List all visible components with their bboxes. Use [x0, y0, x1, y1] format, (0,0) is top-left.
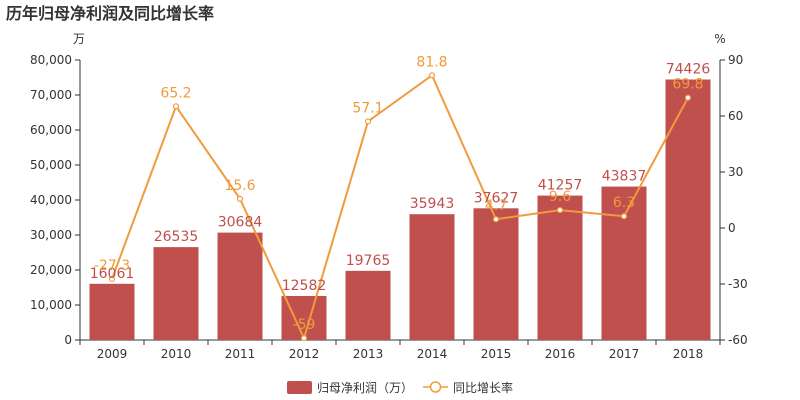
line-value-label: -27.3 — [94, 258, 130, 274]
axes: 0 10,000 20,000 30,000 40,000 50,000 60,000 70,… — [30, 53, 748, 361]
y-left-tick-label: 40,000 — [30, 193, 72, 207]
y-left-tick-label: 10,000 — [30, 298, 72, 312]
bar-value-label: 74426 — [666, 62, 711, 78]
line-point — [556, 206, 564, 214]
y-right-tick-label: -60 — [728, 333, 748, 347]
x-tick-label: 2011 — [225, 347, 256, 361]
legend-bar-label: 归母净利润（万） — [317, 381, 413, 395]
y-left-tick-label: 0 — [64, 333, 72, 347]
line-value-label: 81.8 — [416, 54, 447, 70]
x-tick-label: 2015 — [481, 347, 512, 361]
line-point — [172, 103, 180, 110]
x-tick-label: 2018 — [673, 347, 704, 361]
bar-series — [89, 79, 711, 340]
y-left-tick-label: 80,000 — [30, 53, 72, 67]
bar-value-label: 35943 — [410, 196, 455, 212]
legend-line-label: 同比增长率 — [453, 380, 513, 395]
line-point — [492, 216, 500, 223]
line-point — [236, 195, 244, 202]
legend-bar-swatch — [287, 381, 312, 394]
x-tick-label: 2017 — [609, 347, 640, 361]
line-point — [108, 275, 116, 283]
line-value-label: 15.6 — [224, 178, 255, 194]
y-right-tick-label: -30 — [728, 277, 748, 291]
line-point — [428, 72, 436, 79]
chart-title: 历年归母净利润及同比增长率 — [6, 4, 214, 23]
growth-line — [111, 73, 689, 341]
y-right-unit: % — [714, 32, 725, 46]
y-left-tick-label: 70,000 — [30, 88, 72, 102]
bar — [601, 186, 647, 340]
y-left-tick-label: 30,000 — [30, 228, 72, 242]
bar — [473, 208, 519, 340]
x-tick-label: 2012 — [289, 347, 320, 361]
bar-value-label: 37627 — [474, 190, 519, 206]
y-left-tick-label: 60,000 — [30, 123, 72, 137]
y-right-tick-label: 0 — [728, 221, 736, 235]
line-point — [300, 335, 308, 342]
bar — [153, 247, 199, 340]
bar-value-label: 16061 — [90, 266, 135, 282]
x-tick-label: 2016 — [545, 347, 576, 361]
bar — [89, 283, 135, 340]
bar-value-label: 26535 — [154, 229, 199, 245]
line-series — [108, 72, 692, 342]
line-value-label: 69.8 — [672, 77, 703, 93]
line-point — [684, 94, 692, 101]
y-left-unit: 万 — [73, 32, 85, 46]
bar-value-label: 19765 — [346, 253, 391, 269]
bar — [537, 195, 583, 340]
legend-line-marker — [429, 381, 442, 393]
y-right-tick-label: 30 — [728, 165, 743, 179]
y-right-tick-label: 90 — [728, 53, 743, 67]
bar — [409, 214, 455, 340]
y-left-tick-label: 50,000 — [30, 158, 72, 172]
line-value-label: -59 — [293, 317, 316, 333]
bar — [217, 232, 263, 340]
bar-value-label: 41257 — [538, 178, 583, 194]
line-value-label: 6.3 — [613, 195, 635, 211]
bar — [345, 270, 391, 340]
bar — [665, 79, 711, 340]
legend: 归母净利润（万） 同比增长率 — [287, 380, 513, 395]
y-right-tick-label: 60 — [728, 109, 743, 123]
line-point — [364, 118, 372, 125]
bar-value-label: 30684 — [218, 215, 263, 231]
y-left-tick-label: 20,000 — [30, 263, 72, 277]
bar-value-label: 12582 — [282, 278, 327, 294]
x-tick-label: 2010 — [161, 347, 192, 361]
line-point — [620, 213, 628, 220]
x-tick-label: 2013 — [353, 347, 384, 361]
x-tick-label: 2014 — [417, 347, 448, 361]
line-value-label: 9.6 — [549, 189, 571, 205]
line-value-label: 4.7 — [485, 198, 507, 214]
x-tick-label: 2009 — [97, 347, 128, 361]
line-value-label: 65.2 — [160, 85, 191, 101]
data-labels: 16061 26535 30684 12582 19765 35943 37627 41257… — [90, 54, 711, 333]
bar-value-label: 43837 — [602, 169, 647, 185]
line-value-label: 57.1 — [352, 100, 383, 116]
